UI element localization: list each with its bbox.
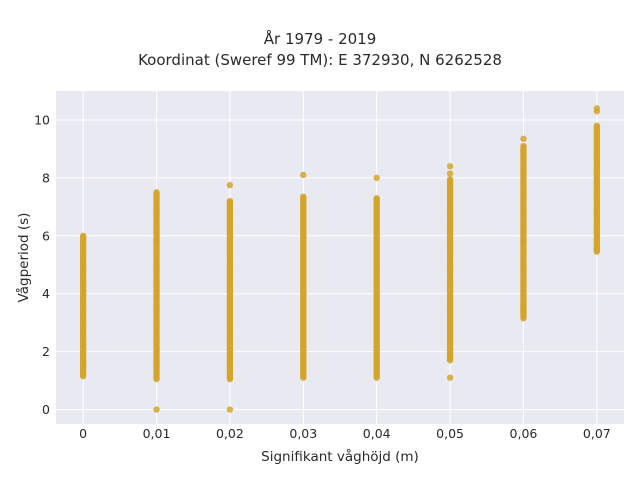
data-points: [79, 105, 601, 413]
y-tick-label: 10: [34, 112, 50, 127]
data-point-outlier: [446, 170, 454, 177]
x-tick-label: 0,04: [363, 426, 391, 441]
chart-title-line-1: År 1979 - 2019: [263, 30, 377, 48]
data-point-outlier: [446, 374, 454, 381]
y-axis-title: Vågperiod (s): [15, 213, 32, 303]
x-tick-label: 0,06: [510, 426, 538, 441]
x-tick-label: 0: [79, 426, 87, 441]
data-point-outlier: [226, 406, 234, 413]
y-tick-label: 0: [42, 402, 50, 417]
data-point: [79, 232, 87, 239]
x-tick-label: 0,02: [216, 426, 244, 441]
chart-title-line-2: Koordinat (Sweref 99 TM): E 372930, N 62…: [138, 51, 502, 69]
x-tick-label: 0,07: [583, 426, 611, 441]
y-tick-label: 2: [42, 344, 50, 359]
data-point-outlier: [520, 304, 527, 312]
x-axis-ticks: 0 0,01 0,02 0,03 0,04 0,05 0,06 0,07: [79, 426, 611, 441]
data-point: [520, 142, 527, 150]
data-point: [593, 122, 601, 129]
data-point-outlier: [300, 171, 307, 179]
y-axis-ticks: 0 2 4 6 8 10: [34, 112, 50, 417]
x-tick-label: 0,01: [143, 426, 171, 441]
data-point-outlier: [593, 105, 601, 112]
data-point-outlier: [226, 181, 234, 189]
data-point: [373, 194, 380, 202]
y-tick-label: 4: [42, 286, 50, 301]
y-tick-label: 6: [42, 228, 50, 243]
data-point: [446, 176, 454, 183]
y-tick-label: 8: [42, 170, 50, 185]
x-tick-label: 0,03: [289, 426, 317, 441]
data-point-outlier: [153, 406, 160, 413]
data-point: [153, 189, 160, 196]
data-point-outlier: [520, 135, 527, 142]
x-tick-label: 0,05: [436, 426, 464, 441]
data-point-outlier: [520, 315, 527, 322]
x-axis-title: Signifikant våghöjd (m): [261, 448, 419, 465]
plot-area-background: [56, 91, 624, 424]
data-point: [226, 197, 234, 205]
data-point-outlier: [373, 174, 380, 182]
data-point: [300, 193, 307, 200]
data-point-outlier: [446, 163, 454, 170]
